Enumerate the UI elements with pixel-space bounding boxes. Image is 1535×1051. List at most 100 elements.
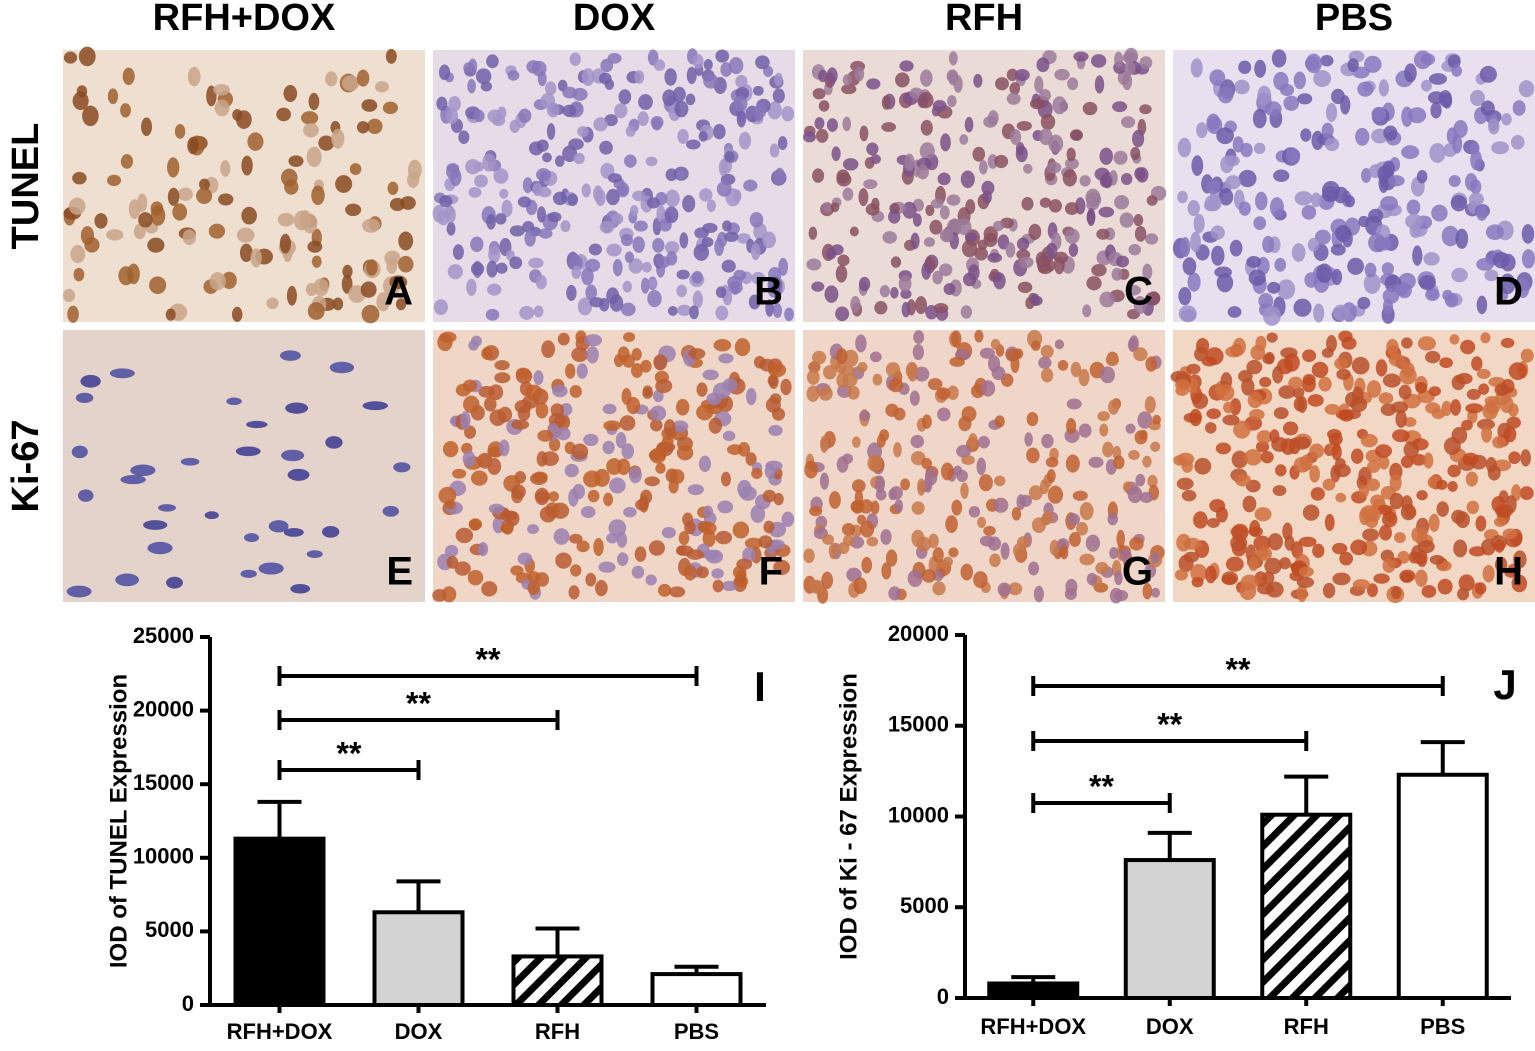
cell: [1249, 520, 1261, 537]
significance-label: **: [476, 641, 501, 677]
cell: [398, 231, 414, 251]
cell: [828, 491, 841, 509]
cell: [1460, 339, 1476, 355]
cell: [1382, 160, 1395, 177]
cell: [236, 227, 255, 243]
cell: [1150, 552, 1160, 564]
cell: [1177, 190, 1188, 204]
cell: [919, 142, 935, 160]
cell: [1478, 383, 1490, 395]
cell: [1091, 54, 1107, 68]
cell: [835, 264, 848, 283]
cell: [1238, 169, 1257, 188]
cell: [548, 437, 561, 452]
cell: [1476, 204, 1488, 221]
cell: [945, 515, 958, 533]
cell: [718, 353, 734, 364]
cell: [1398, 384, 1412, 400]
cell: [881, 562, 892, 580]
cell: [753, 85, 764, 96]
cell: [1331, 542, 1348, 555]
cell: [1417, 539, 1435, 554]
cell: [1347, 58, 1359, 73]
cell: [1500, 337, 1515, 348]
cell: [963, 272, 977, 287]
cell: [447, 264, 463, 280]
cell: [537, 186, 552, 198]
cell: [487, 283, 502, 296]
cell: [1508, 362, 1527, 381]
cell: [1066, 147, 1076, 162]
cell: [1139, 491, 1154, 503]
cell: [687, 484, 704, 496]
cell: [1256, 430, 1272, 444]
cell: [1109, 587, 1123, 604]
cell: [653, 354, 668, 371]
cell: [1386, 338, 1399, 355]
cell: [1231, 450, 1248, 469]
cell: [1316, 263, 1333, 283]
cell: [1253, 142, 1266, 155]
cell: [1078, 423, 1092, 438]
cell: [287, 468, 310, 481]
cell: [677, 304, 692, 316]
cell: [1215, 442, 1232, 455]
cell: [1253, 216, 1267, 230]
cell: [1019, 494, 1032, 507]
cell: [1142, 583, 1153, 600]
cell: [546, 123, 556, 140]
cell: [870, 154, 881, 165]
cell: [1320, 54, 1334, 67]
cell: [441, 586, 457, 603]
cell: [1246, 359, 1263, 375]
cell: [220, 160, 231, 177]
cell: [535, 402, 549, 419]
cell: [1260, 450, 1274, 464]
cell: [676, 269, 690, 280]
cell: [649, 405, 667, 421]
cell: [385, 48, 397, 64]
cell: [961, 239, 978, 258]
cell: [1216, 273, 1234, 293]
row-label: Ki-67: [5, 420, 47, 513]
cell: [1258, 292, 1274, 310]
cell: [1425, 402, 1441, 414]
cell: [606, 243, 622, 257]
cell: [172, 203, 188, 221]
cell: [732, 521, 750, 539]
cell: [1330, 464, 1341, 483]
cell: [991, 366, 1006, 381]
cell: [72, 171, 87, 185]
cell: [1364, 55, 1382, 73]
cell: [241, 155, 253, 176]
cell: [696, 566, 709, 579]
x-tick-label: PBS: [1420, 1014, 1465, 1039]
cell: [972, 146, 986, 162]
cell: [652, 238, 665, 253]
cell: [1451, 267, 1468, 283]
cell: [281, 449, 305, 462]
cell: [874, 475, 885, 494]
cell: [703, 505, 714, 518]
cell: [562, 104, 577, 118]
significance-bracket: **: [277, 685, 560, 730]
cell: [82, 105, 99, 127]
cell: [1046, 242, 1058, 260]
column-header: PBS: [1315, 0, 1393, 39]
cell: [467, 569, 484, 586]
cell: [1238, 201, 1251, 216]
cell: [1492, 251, 1510, 269]
cell: [1415, 569, 1428, 587]
cell: [576, 540, 590, 553]
cell: [655, 462, 666, 474]
cell: [1133, 347, 1148, 362]
cell: [693, 243, 710, 261]
cell: [1313, 70, 1332, 88]
cell: [407, 171, 420, 189]
cell: [920, 69, 933, 87]
cell: [539, 506, 557, 523]
cell: [1247, 391, 1263, 409]
cell: [777, 136, 788, 151]
cell: [1124, 60, 1136, 75]
cell: [1350, 448, 1364, 464]
